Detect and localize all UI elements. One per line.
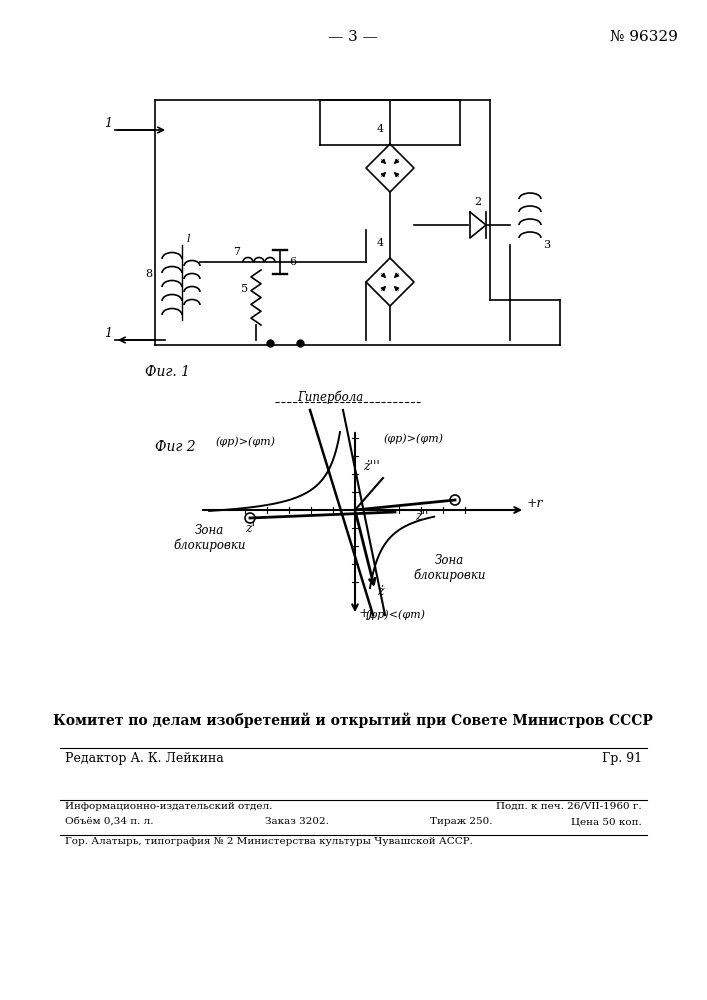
Text: ż: ż (377, 585, 384, 598)
Text: — 3 —: — 3 — (328, 30, 378, 44)
Text: Зона
блокировки: Зона блокировки (414, 554, 486, 582)
Text: ż'': ż'' (415, 510, 428, 523)
Text: 1: 1 (104, 117, 112, 130)
Text: ż': ż' (245, 522, 255, 535)
Text: Цена 50 коп.: Цена 50 коп. (571, 817, 642, 826)
Text: Гипербола: Гипербола (297, 390, 363, 403)
Text: Фиг 2: Фиг 2 (155, 440, 196, 454)
Text: (φр)>(φт): (φр)>(φт) (383, 433, 443, 444)
Text: № 96329: № 96329 (610, 30, 678, 44)
Text: Гор. Алатырь, типография № 2 Министерства культуры Чувашской АССР.: Гор. Алатырь, типография № 2 Министерств… (65, 837, 473, 846)
Text: +j: +j (359, 607, 373, 620)
Text: 2: 2 (474, 197, 481, 207)
Text: Гр. 91: Гр. 91 (602, 752, 642, 765)
Text: 7: 7 (233, 247, 240, 257)
Text: 5: 5 (241, 284, 248, 294)
Text: 4: 4 (376, 238, 384, 248)
Text: l: l (186, 234, 189, 244)
Text: Редактор А. К. Лейкина: Редактор А. К. Лейкина (65, 752, 223, 765)
Text: Тираж 250.: Тираж 250. (430, 817, 493, 826)
Text: (φр)<(φт): (φр)<(φт) (365, 609, 425, 620)
Text: 8: 8 (145, 269, 152, 279)
Text: Фиг. 1: Фиг. 1 (145, 365, 190, 379)
Text: 6: 6 (289, 257, 296, 267)
Text: Зона
блокировки: Зона блокировки (174, 524, 246, 552)
Text: Подп. к печ. 26/VII-1960 г.: Подп. к печ. 26/VII-1960 г. (496, 802, 642, 811)
Text: Заказ 3202.: Заказ 3202. (265, 817, 329, 826)
Text: Комитет по делам изобретений и открытий при Совете Министров СССР: Комитет по делам изобретений и открытий … (53, 712, 653, 728)
Text: (φр)>(φт): (φр)>(φт) (215, 436, 275, 447)
Text: Информационно-издательский отдел.: Информационно-издательский отдел. (65, 802, 272, 811)
Text: 1: 1 (104, 327, 112, 340)
Text: +r: +r (527, 497, 544, 510)
Text: ż''': ż''' (363, 460, 380, 473)
Text: 3: 3 (543, 240, 550, 250)
Text: 4: 4 (376, 124, 384, 134)
Text: Объём 0,34 п. л.: Объём 0,34 п. л. (65, 817, 153, 826)
